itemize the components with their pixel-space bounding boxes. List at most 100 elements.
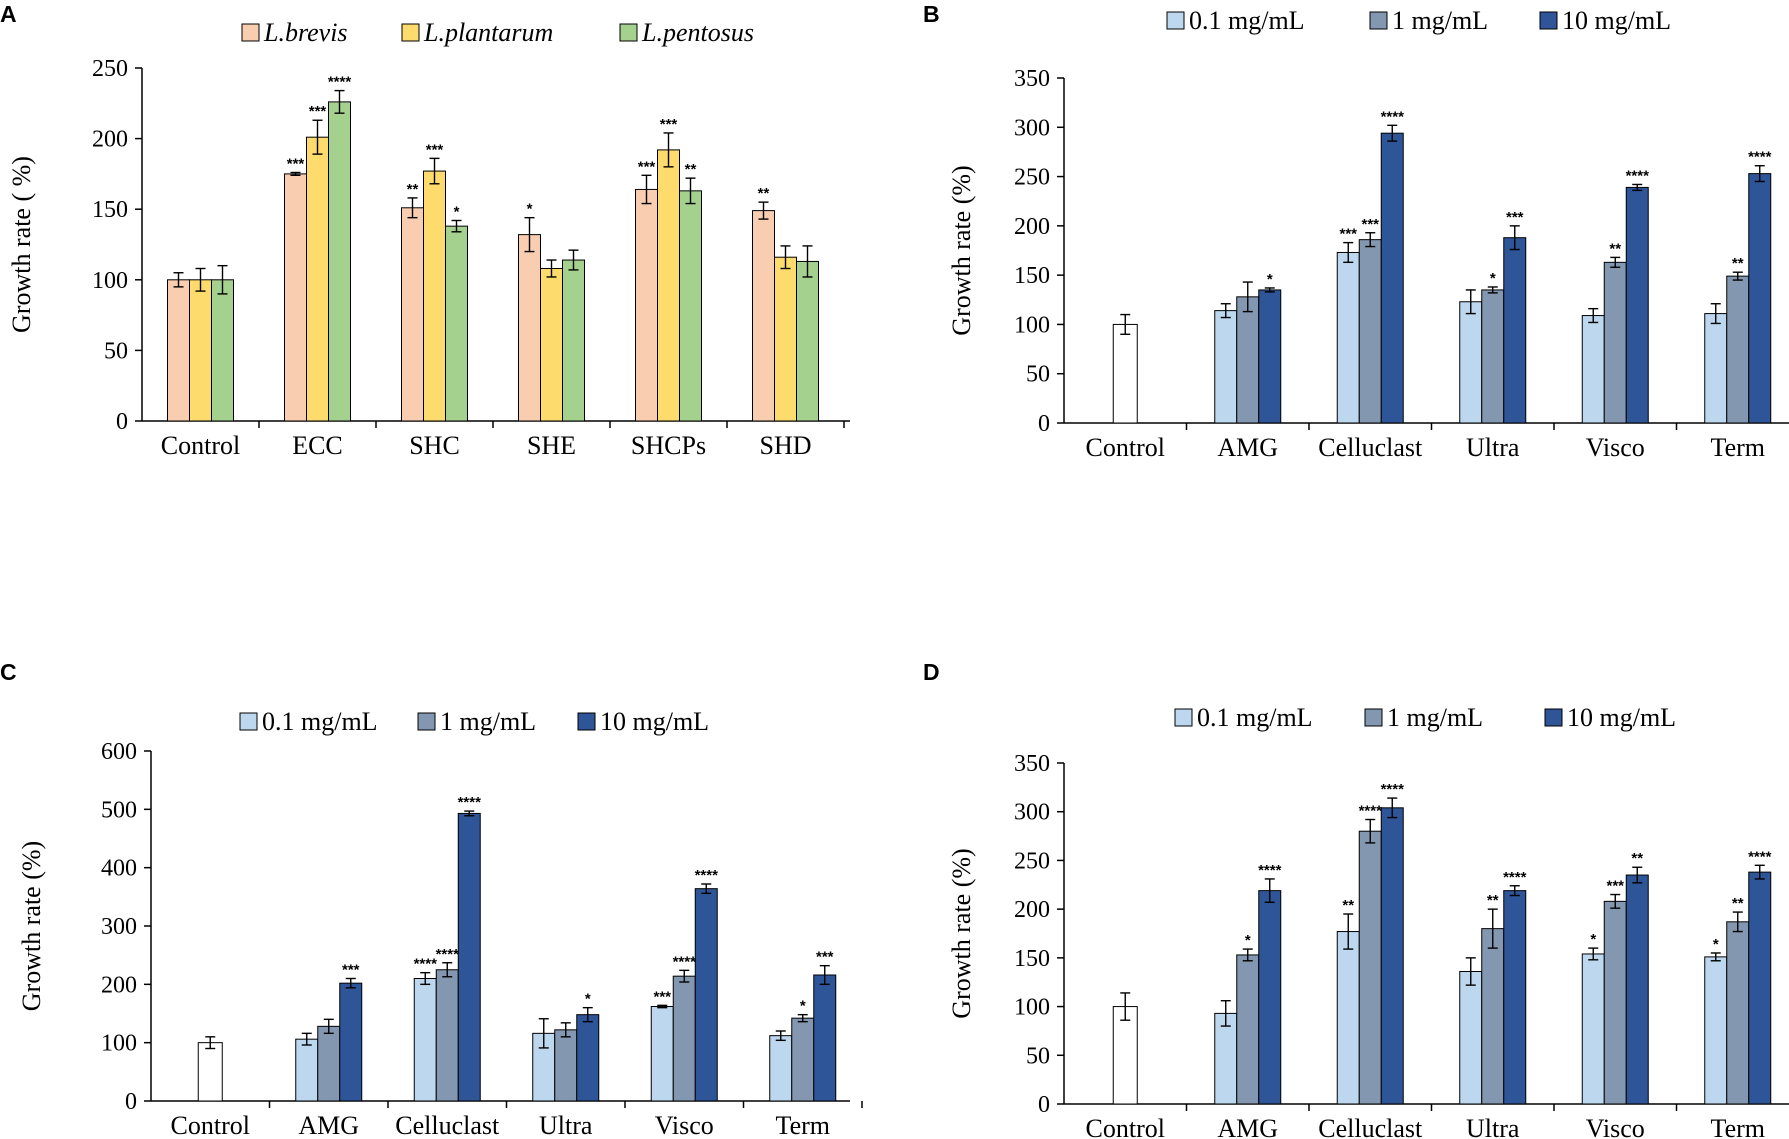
legend-label: 10 mg/mL xyxy=(1562,6,1671,35)
bar-l-plantarum-shcps xyxy=(657,149,680,422)
y-tick-label: 300 xyxy=(1014,800,1050,826)
x-category-label: Celluclast xyxy=(1318,1114,1423,1139)
significance-label: ** xyxy=(1487,892,1499,909)
y-tick-label: 300 xyxy=(1014,115,1050,141)
bar-0-1-mg-ml-term xyxy=(1704,313,1728,424)
significance-label: * xyxy=(454,203,460,220)
significance-label: *** xyxy=(426,141,444,158)
y-tick-label: 50 xyxy=(1026,1043,1050,1069)
legend-swatch xyxy=(1539,11,1558,30)
significance-label: * xyxy=(527,201,533,218)
bar-0-1-mg-ml-amg xyxy=(1214,310,1238,424)
panel-b: B Growth rate (%) 0 50 100 150 200 250 300 350 Con… xyxy=(923,1,1789,462)
bar-10-mg-ml-term xyxy=(1748,173,1772,424)
x-category-label: Control xyxy=(1086,433,1165,462)
bar-10-mg-ml-amg xyxy=(1258,289,1282,424)
bar-0-1-mg-ml-term xyxy=(769,1035,793,1102)
panel-letter: C xyxy=(0,659,17,685)
bar-l-plantarum-shd xyxy=(774,256,797,422)
bar-l-brevis-shcps xyxy=(635,188,658,422)
legend-swatch xyxy=(417,712,436,731)
bar-1-mg-ml-visco xyxy=(672,975,696,1102)
bar-10-mg-ml-visco xyxy=(694,888,718,1102)
bar-10-mg-ml-term xyxy=(813,974,837,1102)
legend-swatch xyxy=(1544,708,1563,727)
x-category-label: Control xyxy=(171,1111,250,1139)
bar-10-mg-ml-amg xyxy=(339,982,363,1102)
legend-swatch xyxy=(241,23,260,42)
significance-label: ** xyxy=(1732,255,1744,272)
significance-label: **** xyxy=(1626,167,1650,184)
significance-label: ** xyxy=(1342,897,1354,914)
bar-l-brevis-she xyxy=(518,234,541,422)
significance-label: **** xyxy=(695,867,719,884)
significance-label: **** xyxy=(414,956,438,973)
significance-label: ** xyxy=(407,181,419,198)
legend-label: L.pentosus xyxy=(641,18,754,47)
significance-label: *** xyxy=(1506,209,1524,226)
significance-label: ** xyxy=(1631,850,1643,867)
bar-1-mg-ml-celluclast xyxy=(1358,239,1382,424)
legend-swatch xyxy=(239,712,258,731)
x-category-label: Ultra xyxy=(1466,1114,1520,1139)
y-tick-label: 600 xyxy=(101,739,137,765)
panel-letter: D xyxy=(923,659,940,685)
bar-0-1-mg-ml-celluclast xyxy=(1336,251,1360,424)
x-category-label: Visco xyxy=(1586,433,1645,462)
y-tick-label: 250 xyxy=(1014,165,1050,191)
x-category-label: Ultra xyxy=(539,1111,593,1139)
x-category-label: Term xyxy=(1711,1114,1766,1139)
y-axis-label: Growth rate (%) xyxy=(947,848,976,1018)
bar-l-pentosus-ecc xyxy=(328,101,351,422)
significance-label: **** xyxy=(1359,803,1383,820)
significance-label: *** xyxy=(1606,878,1624,895)
bar-1-mg-ml-amg xyxy=(1236,954,1260,1105)
legend-swatch xyxy=(1174,708,1193,727)
legend-label: 0.1 mg/mL xyxy=(262,707,378,736)
x-category-label: SHC xyxy=(409,431,460,460)
panel-letter: B xyxy=(923,1,940,27)
bar-0-1-mg-ml-visco xyxy=(650,1006,674,1102)
significance-label: ** xyxy=(1609,240,1621,257)
legend-label: 1 mg/mL xyxy=(1392,6,1488,35)
bar-control xyxy=(1112,323,1138,424)
legend-swatch xyxy=(577,712,596,731)
panel-d: D Growth rate (%) 0 50 100 150 200 250 300 350 Con… xyxy=(923,659,1789,1139)
legend-label: 0.1 mg/mL xyxy=(1197,703,1313,732)
significance-label: *** xyxy=(653,988,671,1005)
bar-1-mg-ml-ultra xyxy=(554,1029,578,1102)
significance-label: * xyxy=(585,991,591,1008)
bar-10-mg-ml-amg xyxy=(1258,890,1282,1105)
bar-1-mg-ml-visco xyxy=(1603,261,1627,424)
x-category-label: Ultra xyxy=(1466,433,1520,462)
y-tick-label: 500 xyxy=(101,797,137,823)
bar-10-mg-ml-ultra xyxy=(1503,237,1527,424)
y-tick-label: 0 xyxy=(1038,1092,1050,1118)
legend-label: 10 mg/mL xyxy=(600,707,709,736)
bar-0-1-mg-ml-term xyxy=(1704,956,1728,1105)
y-tick-label: 200 xyxy=(92,127,128,153)
significance-label: *** xyxy=(1361,216,1379,233)
significance-label: **** xyxy=(458,794,482,811)
x-category-label: AMG xyxy=(298,1111,359,1139)
bar-10-mg-ml-celluclast xyxy=(1380,807,1404,1105)
bar-l-pentosus-shcps xyxy=(679,190,702,422)
x-category-label: SHD xyxy=(759,431,811,460)
legend-swatch xyxy=(1166,11,1185,30)
y-tick-label: 50 xyxy=(1026,362,1050,388)
significance-label: *** xyxy=(1339,226,1357,243)
significance-label: *** xyxy=(660,116,678,133)
legend-swatch xyxy=(401,23,420,42)
bar-control xyxy=(1112,1006,1138,1105)
significance-label: *** xyxy=(638,158,656,175)
y-tick-label: 50 xyxy=(104,338,128,364)
legend-label: 10 mg/mL xyxy=(1567,703,1676,732)
legend-swatch xyxy=(1369,11,1388,30)
significance-label: * xyxy=(1590,931,1596,948)
y-tick-label: 100 xyxy=(101,1031,137,1057)
x-category-label: ECC xyxy=(292,431,343,460)
y-tick-label: 350 xyxy=(1014,66,1050,92)
bar-0-1-mg-ml-ultra xyxy=(1459,301,1483,424)
bar-0-1-mg-ml-amg xyxy=(1214,1012,1238,1105)
y-tick-label: 150 xyxy=(1014,263,1050,289)
